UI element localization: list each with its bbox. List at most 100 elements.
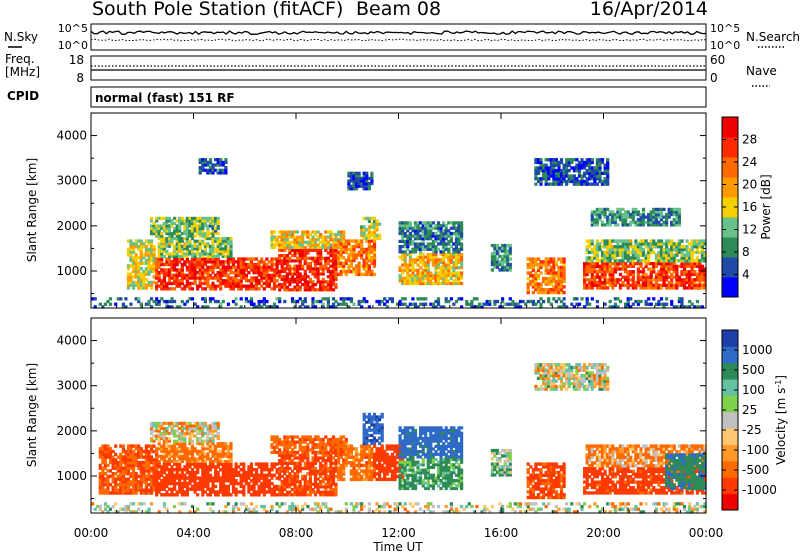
heatmap-cell: [526, 290, 530, 295]
heatmap-cell: [675, 218, 679, 222]
heatmap-cell: [237, 262, 241, 267]
heatmap-cell: [629, 283, 633, 287]
heatmap-cell: [162, 426, 166, 430]
heatmap-cell: [688, 247, 692, 252]
heatmap-cell: [426, 221, 430, 225]
heatmap-cell: [401, 276, 405, 280]
heatmap-cell: [518, 305, 523, 309]
heatmap-cell: [634, 256, 638, 260]
heatmap-cell: [201, 287, 205, 291]
heatmap-cell: [144, 491, 148, 495]
heatmap-cell: [188, 434, 192, 438]
heatmap-cell: [654, 242, 658, 246]
heatmap-cell: [616, 210, 620, 214]
heatmap-cell: [142, 253, 146, 257]
heatmap-cell: [155, 447, 159, 451]
heatmap-cell: [416, 255, 420, 259]
heatmap-cell: [583, 286, 587, 290]
heatmap-cell: [503, 268, 507, 272]
heatmap-cell: [362, 184, 366, 188]
heatmap-cell: [378, 302, 382, 306]
heatmap-cell: [611, 210, 615, 214]
heatmap-cell: [149, 247, 154, 252]
heatmap-cell: [603, 250, 607, 255]
heatmap-cell: [403, 239, 407, 243]
heatmap-cell: [365, 182, 369, 186]
heatmap-cell: [247, 287, 251, 291]
heatmap-blob: [157, 442, 233, 463]
heatmap-cell: [160, 239, 164, 243]
heatmap-cell: [370, 174, 374, 178]
heatmap-cell: [221, 163, 225, 167]
heatmap-cell: [149, 229, 154, 233]
heatmap-cell: [362, 233, 366, 238]
heatmap-cell: [167, 234, 172, 238]
heatmap-cell: [631, 253, 635, 257]
heatmap-cell: [444, 276, 448, 280]
heatmap-cell: [452, 250, 456, 254]
heatmap-cell: [144, 244, 148, 249]
heatmap-cell: [285, 246, 289, 250]
heatmap-cell: [434, 247, 438, 251]
heatmap-cell: [224, 452, 228, 456]
heatmap-cell: [306, 285, 310, 289]
heatmap-cell: [183, 247, 187, 251]
heatmap-cell: [595, 174, 599, 178]
heatmap-cell: [331, 267, 336, 271]
heatmap-cell: [267, 268, 271, 272]
heatmap-cell: [319, 259, 323, 263]
heatmap-cell: [321, 272, 325, 276]
heatmap-cell: [590, 278, 594, 282]
heatmap-cell: [293, 243, 297, 247]
heatmap-cell: [301, 251, 305, 255]
heatmap-cell: [183, 252, 187, 256]
heatmap-cell: [454, 299, 459, 304]
heatmap-cell: [237, 271, 241, 275]
heatmap-cell: [157, 276, 161, 280]
heatmap-cell: [162, 227, 166, 231]
heatmap-cell: [139, 447, 143, 451]
heatmap-cell: [185, 260, 189, 264]
heatmap-cell: [603, 223, 607, 227]
heatmap-cell: [426, 226, 430, 230]
heatmap-cell: [216, 284, 220, 288]
heatmap-blob: [98, 444, 159, 495]
heatmap-cell: [257, 473, 261, 477]
heatmap-cell: [142, 261, 146, 265]
heatmap-cell: [196, 244, 200, 248]
heatmap-cell: [185, 242, 189, 246]
heatmap-cell: [352, 269, 356, 274]
heatmap-cell: [588, 280, 592, 285]
heatmap-cell: [152, 258, 156, 263]
heatmap-cell: [252, 481, 256, 486]
heatmap-cell: [593, 220, 597, 224]
heatmap-cell: [665, 278, 669, 282]
heatmap-cell: [180, 481, 184, 486]
heatmap-cell: [419, 247, 423, 251]
heatmap-cell: [157, 490, 161, 494]
heatmap-cell: [606, 169, 610, 173]
heatmap-cell: [449, 297, 453, 301]
heatmap-cell: [178, 254, 182, 258]
heatmap-cell: [436, 258, 441, 262]
heatmap-cell: [185, 239, 189, 243]
heatmap-cell: [426, 271, 430, 275]
heatmap-cell: [152, 483, 156, 487]
heatmap-cell: [147, 466, 151, 470]
heatmap-cell: [224, 244, 228, 248]
heatmap-cell: [475, 305, 479, 309]
heatmap-cell: [280, 269, 284, 273]
heatmap-cell: [337, 250, 341, 254]
heatmap-cell: [429, 274, 433, 278]
heatmap-cell: [590, 247, 594, 252]
heatmap-cell: [247, 299, 251, 304]
heatmap-cell: [565, 166, 569, 170]
heatmap-cell: [173, 434, 177, 438]
heatmap-cell: [234, 260, 238, 264]
heatmap-cell: [272, 273, 277, 277]
heatmap-cell: [695, 242, 699, 246]
heatmap-cell: [203, 158, 207, 162]
heatmap-cell: [203, 465, 207, 469]
heatmap-cell: [360, 182, 364, 186]
heatmap-cell: [424, 263, 428, 267]
